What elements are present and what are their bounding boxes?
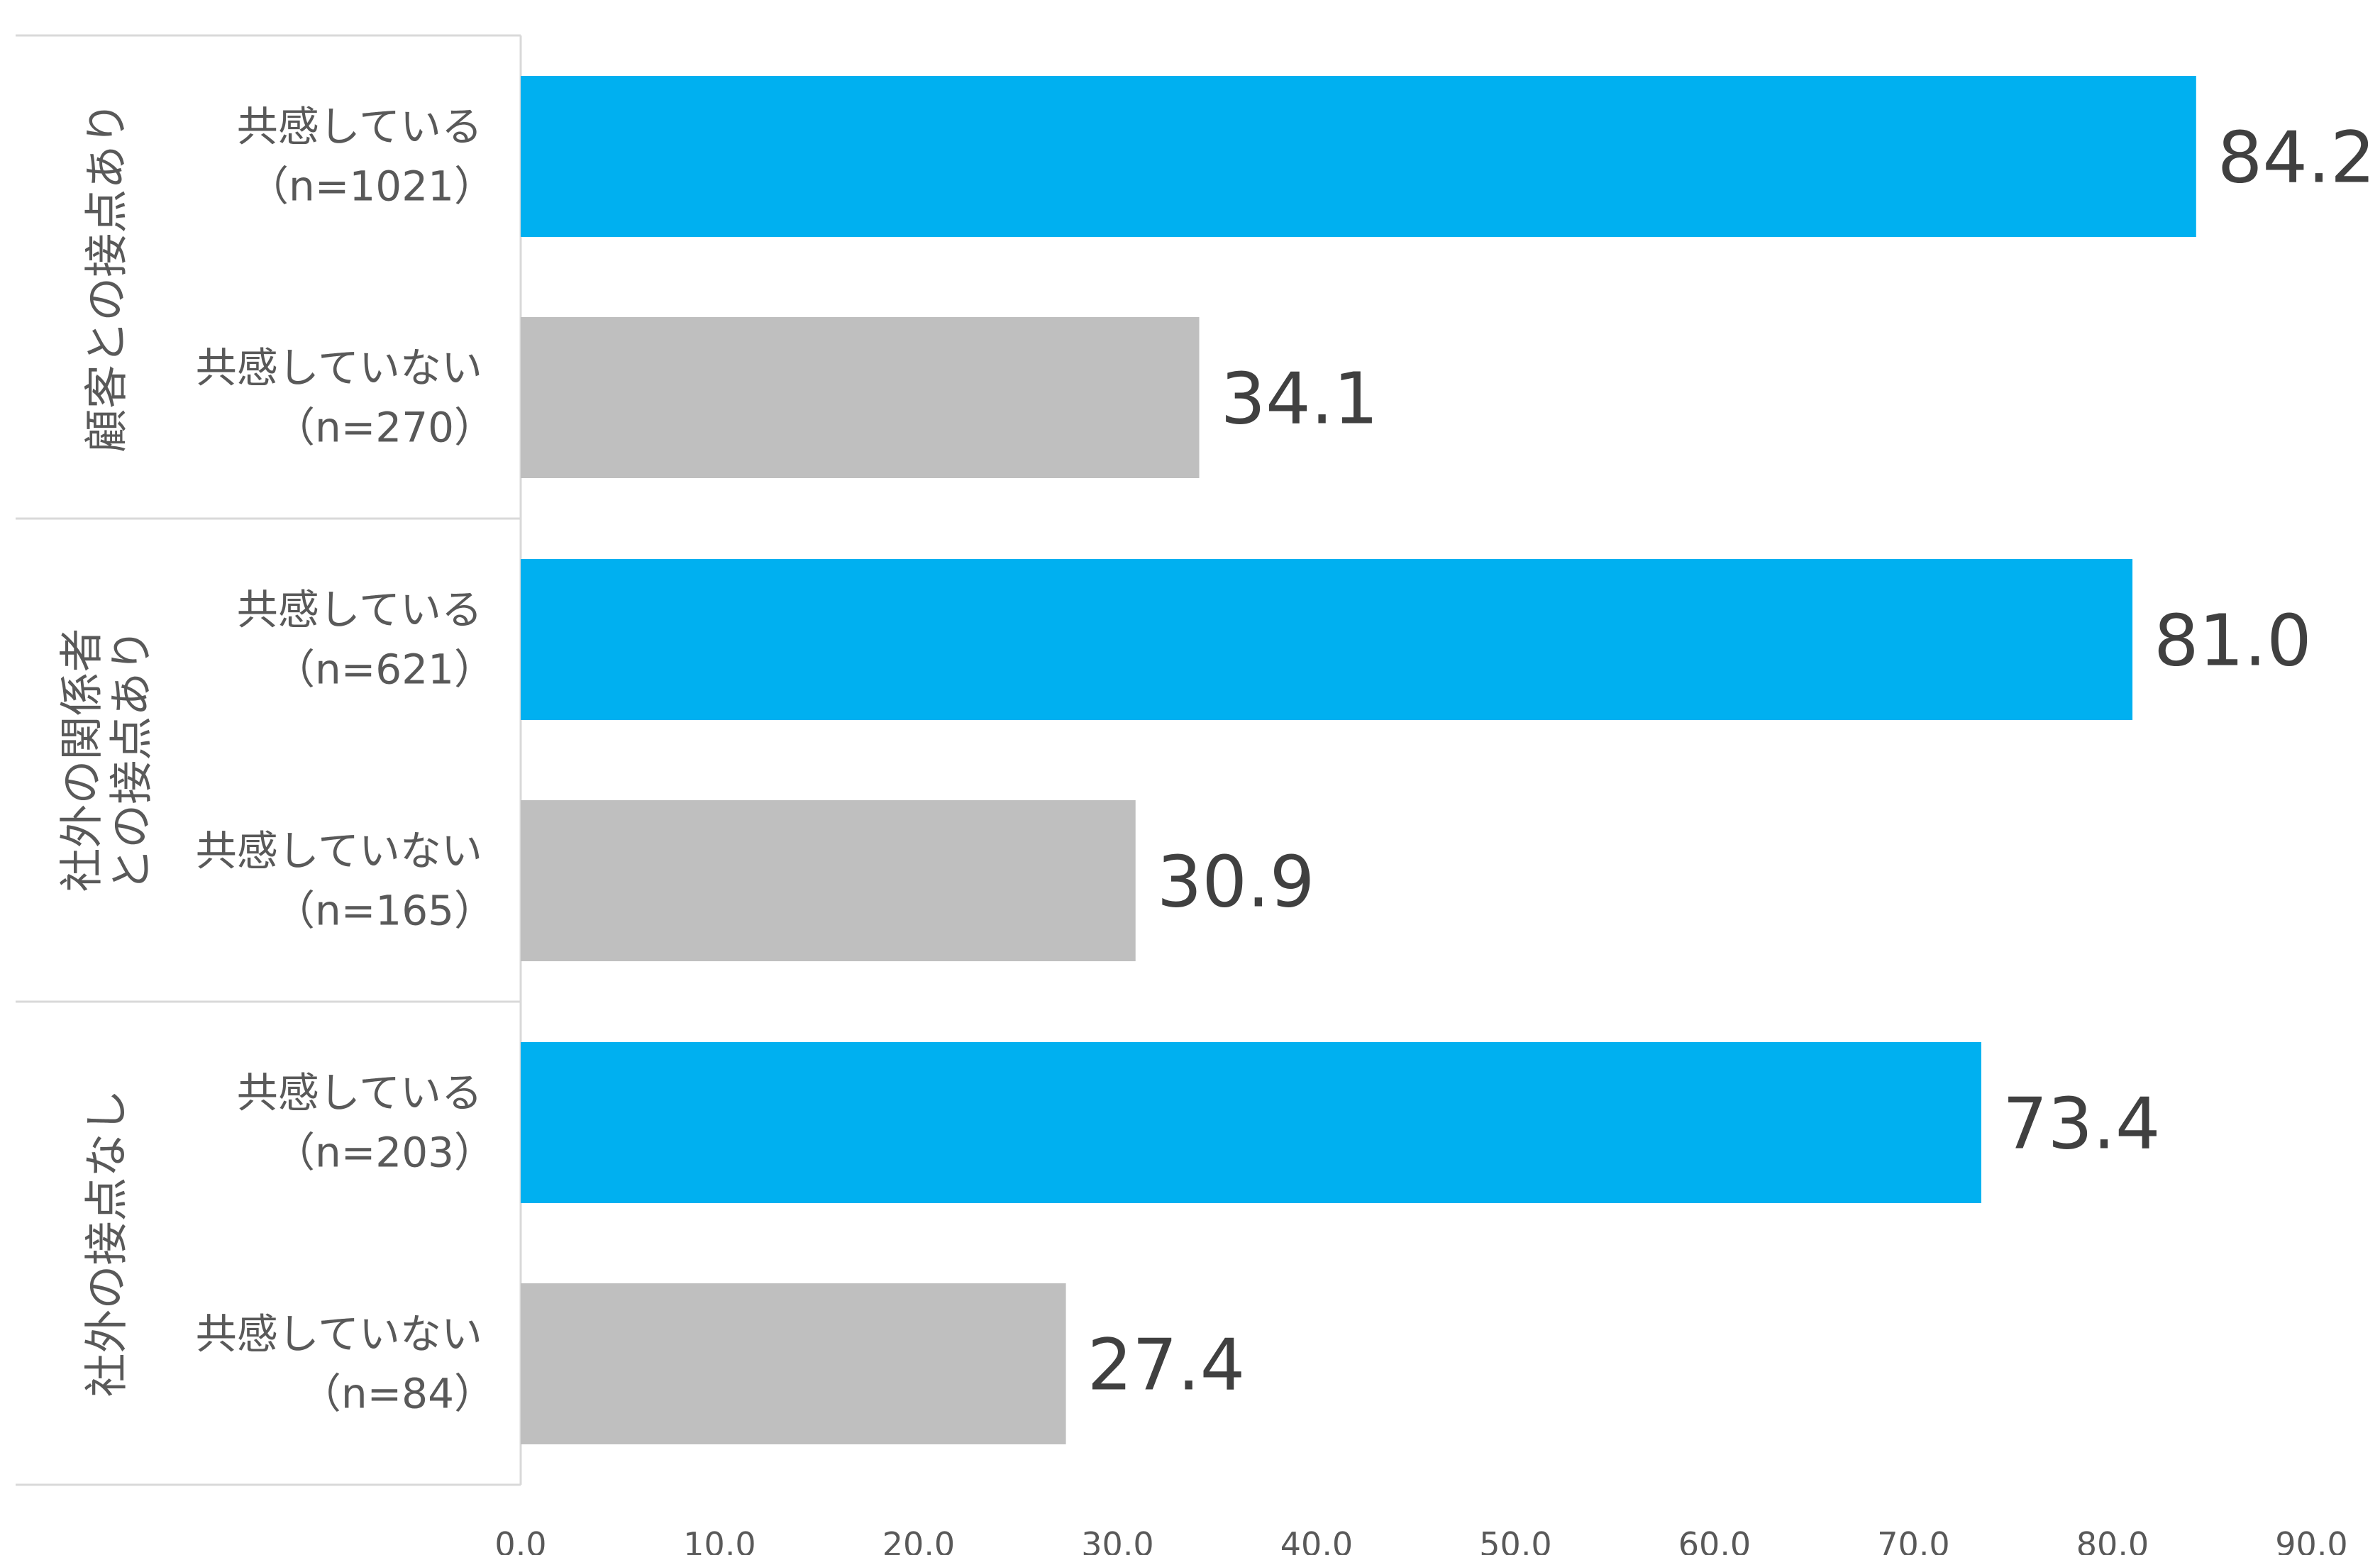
x-tick-label: 50.0 [1479,1525,1551,1555]
bar-value-label: 81.0 [2154,599,2312,682]
bar-category-label: 共感している [237,586,482,634]
bar-agree [521,1042,1981,1203]
bar-value-label: 30.9 [1157,841,1315,924]
bar-value-label: 27.4 [1087,1324,1246,1407]
bar-value-label: 84.2 [2218,116,2376,199]
x-axis-ticks: 0.0 10.0 20.0 30.0 40.0 50.0 60.0 70.0 80.0 90.0 [494,1525,2347,1555]
bar-disagree [521,1283,1066,1444]
bar-sample-size-label: （n=203） [274,1129,495,1177]
bar-sample-size-label: （n=1021） [248,162,495,211]
bar-category-label: 共感している [237,1069,482,1117]
x-tick-label: 10.0 [683,1525,755,1555]
bar-disagree [521,317,1200,478]
group-label: 顧客との接点あり [81,101,133,453]
value-labels: 84.2 34.1 81.0 30.9 73.4 27.4 [1087,116,2376,1407]
group-label: 社外の関係者 [56,628,108,892]
group-label: 社外の接点なし [81,1089,133,1397]
x-tick-label: 40.0 [1280,1525,1353,1555]
bar-value-label: 34.1 [1221,358,1379,441]
bar-sample-size-label: （n=270） [274,404,495,452]
bar-sample-size-label: （n=621） [274,646,495,694]
bar-agree [521,559,2133,720]
bar-category-label: 共感していない [196,827,482,875]
group-label: との接点あり [106,629,157,892]
bar-category-label: 共感している [237,103,482,151]
bar-disagree [521,800,1136,961]
bar-sample-size-label: （n=84） [300,1370,495,1418]
bar-sample-size-label: （n=165） [274,887,495,935]
x-tick-label: 80.0 [2076,1525,2149,1555]
bar-agree [521,76,2196,237]
bars [521,76,2196,1444]
x-tick-label: 60.0 [1678,1525,1751,1555]
x-tick-label: 90.0 [2275,1525,2347,1555]
bar-category-label: 共感していない [196,1310,482,1358]
bar-category-labels: 共感している （n=1021） 共感していない （n=270） 共感している （n=621… [196,103,495,1418]
bar-category-label: 共感していない [196,344,482,392]
x-tick-label: 30.0 [1081,1525,1153,1555]
x-tick-label: 0.0 [494,1525,546,1555]
x-tick-label: 20.0 [882,1525,955,1555]
chart-frame [16,34,522,1486]
x-tick-label: 70.0 [1877,1525,1949,1555]
bar-value-label: 73.4 [2003,1083,2161,1166]
